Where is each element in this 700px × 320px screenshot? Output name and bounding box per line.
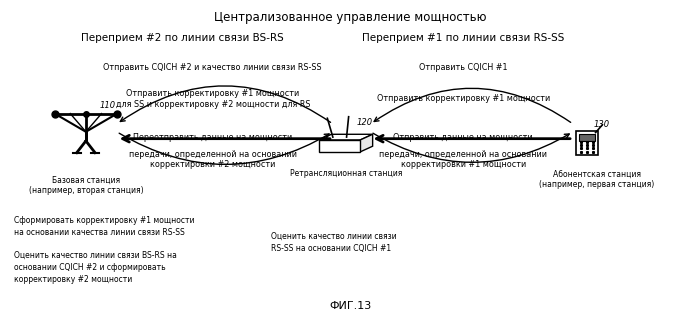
Text: передачи, определенной на основании
корректировки #2 мощности: передачи, определенной на основании корр… — [129, 150, 297, 169]
Text: Оценить качество линии связи
RS-SS на основании CQICH #1: Оценить качество линии связи RS-SS на ос… — [271, 232, 397, 253]
Text: Переприем #1 по линии связи RS-SS: Переприем #1 по линии связи RS-SS — [362, 33, 564, 43]
Text: 120: 120 — [357, 118, 373, 127]
Text: Абонентская станция
(например, первая станция): Абонентская станция (например, первая ст… — [539, 169, 654, 189]
FancyArrowPatch shape — [120, 86, 330, 122]
Bar — [579, 134, 594, 141]
Polygon shape — [360, 134, 372, 152]
Text: Базовая станция
(например, вторая станция): Базовая станция (например, вторая станци… — [29, 176, 144, 195]
FancyArrowPatch shape — [373, 133, 569, 162]
Text: Переприем #2 по линии связи BS-RS: Переприем #2 по линии связи BS-RS — [80, 33, 284, 43]
Text: Отправить корректировку #1 мощности
для SS и корректировку #2 мощности для RS: Отправить корректировку #1 мощности для … — [116, 89, 310, 108]
Text: 110: 110 — [99, 101, 116, 110]
Text: ФИГ.13: ФИГ.13 — [329, 300, 371, 310]
Text: Переотправить данные на мощности: Переотправить данные на мощности — [133, 133, 293, 142]
Polygon shape — [319, 134, 372, 140]
Text: 130: 130 — [594, 120, 610, 129]
Bar — [575, 131, 598, 155]
Text: Централизованное управление мощностью: Централизованное управление мощностью — [214, 11, 486, 24]
Text: Отправить корректировку #1 мощности: Отправить корректировку #1 мощности — [377, 94, 550, 103]
Text: передачи, определенной на основании
корректировки #1 мощности: передачи, определенной на основании корр… — [379, 150, 547, 169]
Polygon shape — [319, 140, 360, 152]
Text: Отправить CQICH #1: Отправить CQICH #1 — [419, 63, 508, 72]
Text: Ретрансляционная станция: Ретрансляционная станция — [290, 169, 402, 179]
FancyArrowPatch shape — [374, 88, 570, 122]
Text: Отправить данные на мощности: Отправить данные на мощности — [393, 133, 533, 142]
FancyArrowPatch shape — [119, 133, 329, 164]
Text: Оценить качество линии связи BS-RS на
основании CQICH #2 и сформировать
корректи: Оценить качество линии связи BS-RS на ос… — [14, 251, 176, 284]
Text: Отправить CQICH #2 и качество линии связи RS-SS: Отправить CQICH #2 и качество линии связ… — [104, 63, 322, 72]
Text: Сформировать корректировку #1 мощности
на основании качества линии связи RS-SS: Сформировать корректировку #1 мощности н… — [14, 216, 195, 237]
